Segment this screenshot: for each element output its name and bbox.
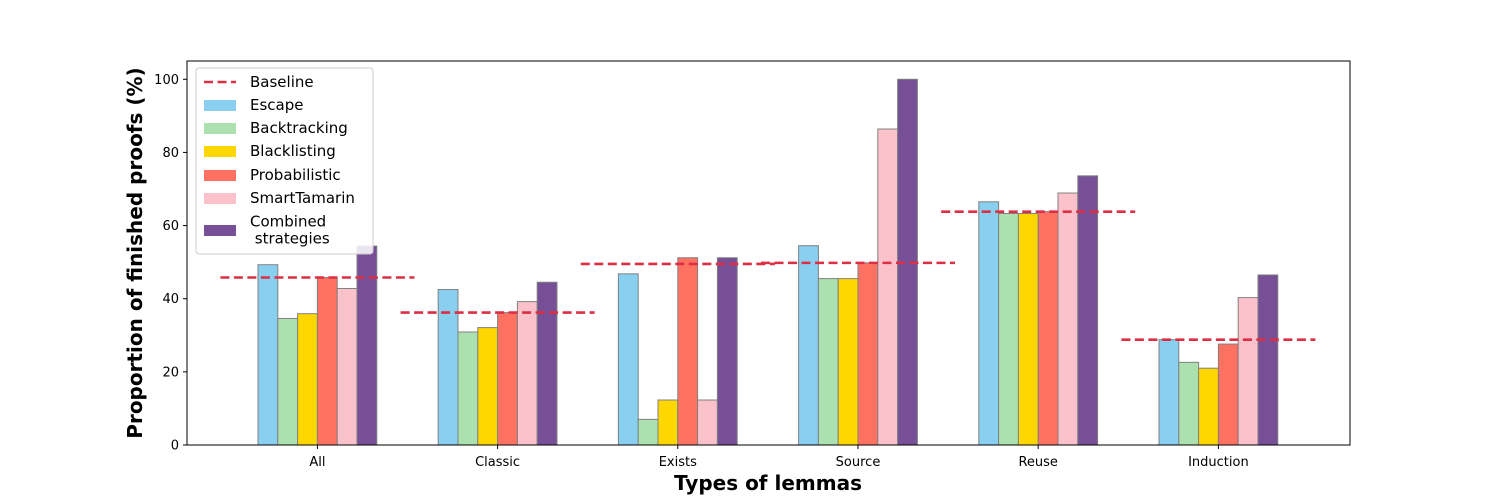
bar-source-blacklisting bbox=[837, 278, 859, 446]
y-tick-label: 60 bbox=[162, 219, 179, 234]
x-tick-label: Induction bbox=[1188, 455, 1249, 470]
bar-all-probabilistic bbox=[316, 277, 338, 446]
bar-exists-escape bbox=[617, 273, 639, 446]
bar-induction-escape bbox=[1158, 339, 1180, 446]
legend-label-blacklisting: Blacklisting bbox=[250, 142, 336, 160]
bar-reuse-probabilistic bbox=[1037, 211, 1059, 446]
x-axis-title: Types of lemmas bbox=[674, 471, 862, 495]
bar-reuse-combined-strategies bbox=[1077, 175, 1099, 446]
y-axis-title: Proportion of finished proofs (%) bbox=[123, 67, 147, 438]
bar-all-backtracking bbox=[277, 317, 299, 446]
bars-layer bbox=[257, 78, 1279, 446]
bar-exists-probabilistic bbox=[677, 257, 699, 446]
y-tick-label: 40 bbox=[162, 292, 179, 307]
y-tick-label: 0 bbox=[171, 439, 179, 454]
legend-label-baseline: Baseline bbox=[250, 73, 314, 91]
x-tick-label: Source bbox=[836, 455, 881, 470]
legend-swatch-probabilistic bbox=[204, 170, 236, 181]
bar-source-escape bbox=[798, 245, 819, 446]
bar-induction-backtracking bbox=[1178, 361, 1200, 446]
legend-swatch-smarttamarin bbox=[204, 193, 236, 204]
legend-label-combined: Combined strategies bbox=[250, 213, 330, 248]
bar-classic-combined-strategies bbox=[536, 281, 558, 446]
bar-induction-smarttamarin bbox=[1237, 297, 1259, 446]
y-tick-label: 20 bbox=[162, 365, 179, 380]
bar-induction-blacklisting bbox=[1198, 367, 1219, 446]
legend-box bbox=[195, 67, 374, 255]
baseline-layer bbox=[220, 210, 1316, 341]
legend: Baseline Escape Backtracking Blacklisting Pr… bbox=[195, 67, 374, 255]
y-tick-label: 100 bbox=[154, 73, 179, 88]
bar-reuse-blacklisting bbox=[1017, 213, 1039, 446]
bar-source-probabilistic bbox=[857, 262, 879, 446]
bar-exists-smarttamarin bbox=[697, 399, 718, 446]
bar-exists-blacklisting bbox=[657, 399, 679, 446]
bar-source-smarttamarin bbox=[877, 128, 899, 446]
bar-induction-probabilistic bbox=[1217, 343, 1239, 446]
bar-classic-probabilistic bbox=[497, 312, 518, 446]
bar-classic-smarttamarin bbox=[516, 301, 538, 446]
bar-exists-combined-strategies bbox=[716, 257, 738, 446]
bar-all-blacklisting bbox=[297, 313, 318, 446]
x-tick-label: Reuse bbox=[1018, 455, 1057, 470]
legend-swatch-escape bbox=[204, 100, 236, 111]
y-axis: 0 20 40 60 80 100 bbox=[154, 73, 187, 454]
plot-area-frame bbox=[186, 60, 1351, 446]
bar-source-backtracking bbox=[817, 278, 839, 446]
x-axis: All Classic Exists Source Reuse Induction bbox=[309, 445, 1249, 470]
x-tick-label: Classic bbox=[475, 455, 520, 470]
legend-swatch-blacklisting bbox=[204, 146, 236, 157]
bar-exists-backtracking bbox=[637, 418, 659, 446]
legend-label-backtracking: Backtracking bbox=[250, 119, 348, 137]
legend-label-probabilistic: Probabilistic bbox=[250, 166, 341, 184]
y-tick-label: 80 bbox=[162, 146, 179, 161]
x-tick-label: Exists bbox=[659, 455, 697, 470]
bar-all-smarttamarin bbox=[336, 287, 358, 446]
legend-label-smarttamarin: SmartTamarin bbox=[250, 189, 355, 207]
x-tick-label: All bbox=[309, 455, 325, 470]
bar-all-escape bbox=[257, 264, 279, 446]
legend-swatch-backtracking bbox=[204, 123, 236, 134]
legend-swatch-combined bbox=[204, 225, 236, 236]
bar-reuse-smarttamarin bbox=[1057, 192, 1079, 446]
bar-classic-blacklisting bbox=[477, 327, 499, 446]
bar-classic-backtracking bbox=[457, 331, 479, 446]
bar-induction-combined-strategies bbox=[1257, 274, 1279, 446]
legend-label-escape: Escape bbox=[250, 96, 303, 114]
bar-reuse-escape bbox=[978, 201, 1000, 446]
bar-reuse-backtracking bbox=[998, 213, 1019, 446]
bar-all-combined-strategies bbox=[356, 245, 378, 446]
